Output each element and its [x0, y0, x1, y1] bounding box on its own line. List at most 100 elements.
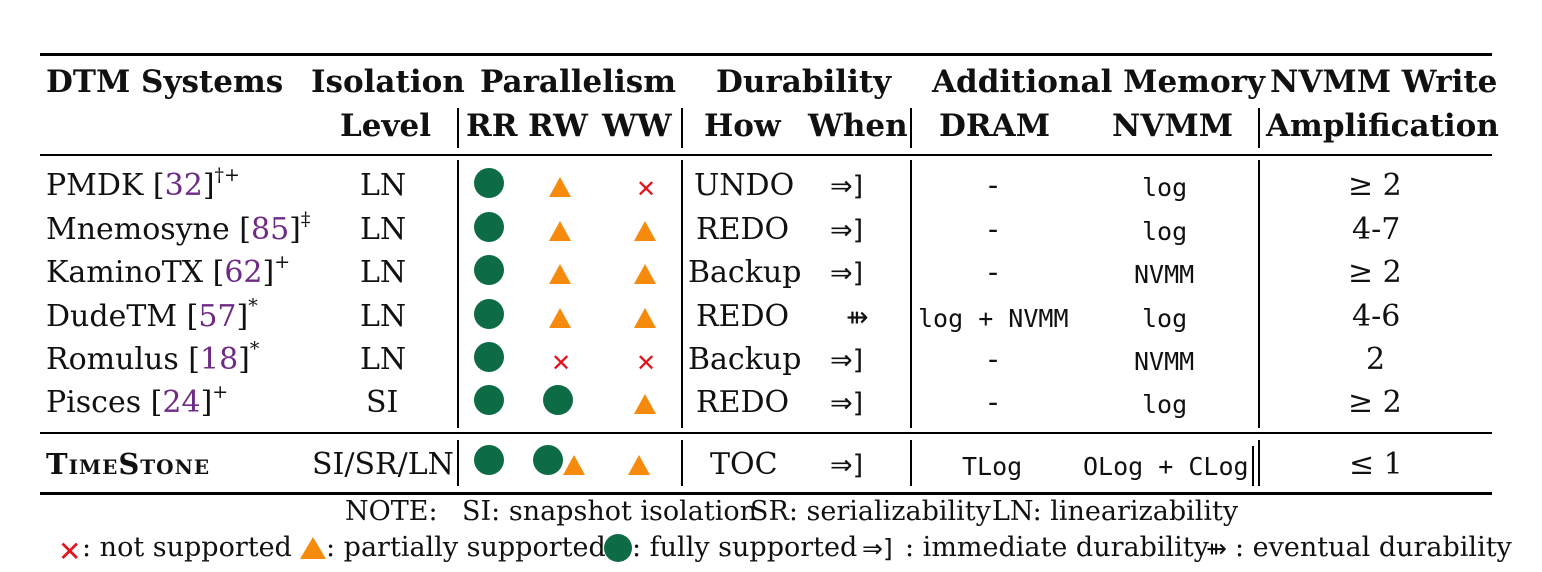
header-ww: WW: [602, 108, 672, 144]
nvmm-value: log: [1142, 217, 1188, 246]
divider-durability-memory: [910, 108, 912, 148]
footnote-mark: †+: [214, 164, 240, 186]
write-amplification: 4-6: [1352, 299, 1401, 334]
isolation-level: LN: [360, 299, 407, 334]
citation-link[interactable]: 85: [250, 212, 290, 247]
dram-value: -: [988, 255, 999, 290]
divider-memory-amp: [1258, 108, 1260, 148]
isolation-level: LN: [360, 212, 407, 247]
divider-memory-amp: [1258, 160, 1260, 428]
timestone-amp: ≤ 1: [1349, 447, 1403, 482]
durability-how: REDO: [696, 299, 790, 334]
system-label: KaminoTX: [46, 255, 204, 290]
bottom-rule: [40, 492, 1492, 495]
write-amplification: 4-7: [1352, 212, 1401, 247]
dram-value: -: [988, 342, 999, 377]
divider-isolation-parallel: [457, 440, 459, 486]
timestone-nvmm-end-bar: [1252, 446, 1254, 486]
durability-when: ⇒]: [830, 388, 864, 419]
header-when: When: [808, 108, 908, 144]
rr-full-icon: [474, 342, 504, 372]
rw-none-icon: ✕: [551, 349, 572, 377]
top-rule: [40, 53, 1492, 56]
rw-partial-icon: [549, 177, 571, 197]
write-amplification: ≥ 2: [1348, 385, 1402, 420]
citation-link[interactable]: 24: [162, 385, 201, 420]
dram-value: -: [988, 168, 999, 203]
citation-link[interactable]: 62: [224, 255, 263, 290]
divider-parallel-durability: [681, 160, 683, 428]
header-nvmm-write: NVMM Write: [1270, 64, 1498, 100]
legend-immediate-symbol: ⇒]: [862, 534, 893, 563]
rw-partial-icon: [549, 221, 571, 241]
system-label: PMDK: [46, 168, 144, 203]
write-amplification: ≥ 2: [1348, 168, 1402, 203]
isolation-level: LN: [360, 255, 407, 290]
nvmm-value: log: [1142, 390, 1188, 419]
durability-when: ⇒]: [830, 171, 864, 202]
timestone-isolation: SI/SR/LN: [312, 447, 454, 482]
legend-eventual-symbol: ⇻: [1206, 534, 1227, 563]
ww-partial-icon: [634, 308, 656, 328]
system-label: Romulus: [46, 342, 179, 377]
timestone-rule: [40, 432, 1492, 434]
dram-value: log + NVMM: [918, 304, 1069, 333]
footnote-mark: *: [249, 338, 260, 360]
rw-partial-icon: [549, 264, 571, 284]
system-label: DudeTM: [46, 299, 178, 334]
divider-isolation-parallel: [457, 108, 459, 148]
nvmm-value: NVMM: [1134, 347, 1195, 376]
durability-how: REDO: [696, 385, 790, 420]
timestone-how: TOC: [710, 447, 778, 482]
rr-full-icon: [474, 255, 504, 285]
system-name: Mnemosyne [85]‡: [46, 208, 311, 248]
legend-immediate: : immediate durability: [905, 532, 1209, 563]
ww-partial-icon: [634, 394, 656, 414]
system-name: Romulus [18]*: [46, 338, 260, 378]
header-dram: DRAM: [939, 108, 1051, 144]
rr-full-icon: [474, 212, 504, 242]
nvmm-value: log: [1142, 304, 1188, 333]
timestone-when: ⇒]: [830, 450, 864, 481]
header-rr: RR: [466, 108, 518, 144]
timestone-name: TimeStone: [46, 447, 210, 481]
divider-parallel-durability: [681, 440, 683, 486]
citation-link[interactable]: 57: [198, 299, 237, 334]
isolation-level: SI: [366, 385, 399, 420]
write-amplification: 2: [1366, 342, 1386, 377]
system-name: PMDK [32]†+: [46, 164, 240, 204]
footnote-mark: *: [248, 295, 258, 317]
timestone-nvmm: OLog + CLog: [1083, 452, 1249, 481]
header-rw: RW: [528, 108, 588, 144]
header-isolation: Isolation: [311, 64, 465, 100]
header-amplification: Amplification: [1266, 108, 1499, 144]
legend-circle-icon: [604, 534, 632, 562]
nvmm-value: NVMM: [1134, 260, 1195, 289]
footnote-mark: +: [274, 251, 291, 273]
note-sr: SR: serializability: [750, 496, 991, 527]
durability-when: ⇒]: [830, 215, 864, 246]
rr-full-icon: [474, 168, 504, 198]
note-ln: LN: linearizability: [992, 496, 1239, 527]
system-name: Pisces [24]+: [46, 381, 229, 421]
divider-durability-memory: [910, 160, 912, 428]
legend-fully-supported: : fully supported: [632, 532, 858, 563]
citation-link[interactable]: 18: [199, 342, 239, 377]
header-level: Level: [340, 108, 432, 144]
legend-partially-supported: : partially supported: [326, 532, 606, 563]
rw-partial-icon: [549, 308, 571, 328]
timestone-dram: TLog: [962, 452, 1023, 481]
system-label: Pisces: [46, 385, 142, 420]
header-how: How: [704, 108, 781, 144]
header-parallelism: Parallelism: [480, 64, 677, 100]
ww-none-icon: ✕: [636, 349, 657, 377]
divider-parallel-durability: [681, 108, 683, 148]
durability-how: Backup: [688, 342, 802, 377]
legend-not-supported: : not supported: [82, 532, 292, 563]
header-additional-memory: Additional Memory: [932, 64, 1266, 100]
citation-link[interactable]: 32: [164, 168, 203, 203]
timestone-rw-partial-icon: [563, 455, 585, 475]
legend-eventual: : eventual durability: [1235, 532, 1512, 563]
dram-value: -: [988, 385, 999, 420]
system-name: KaminoTX [62]+: [46, 251, 291, 291]
